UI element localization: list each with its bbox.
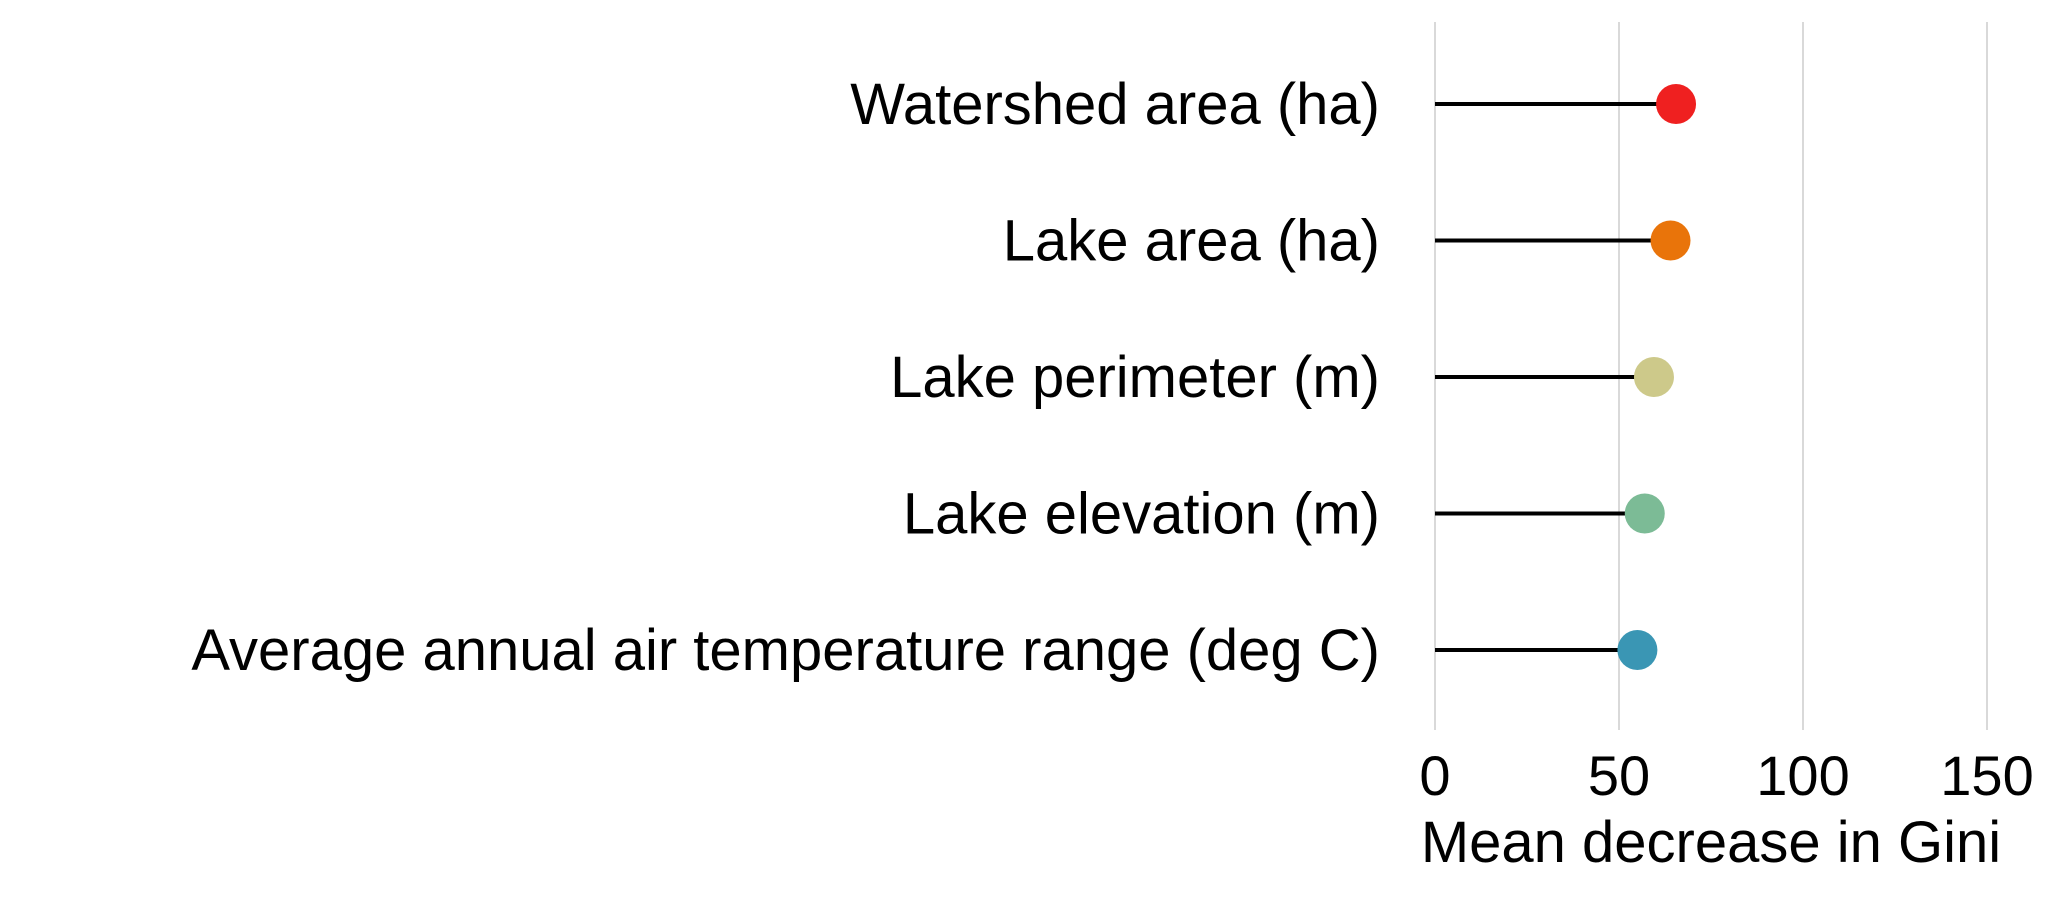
- data-point: [1617, 630, 1658, 670]
- data-point: [1650, 220, 1691, 261]
- category-label: Lake elevation (m): [903, 482, 1380, 547]
- x-tick-label: 100: [1756, 744, 1849, 807]
- data-point: [1656, 84, 1697, 124]
- points: [1617, 84, 1697, 670]
- category-label: Watershed area (ha): [850, 72, 1380, 137]
- category-label: Lake perimeter (m): [890, 345, 1380, 410]
- data-point: [1633, 357, 1674, 397]
- category-label: Average annual air temperature range (de…: [191, 618, 1380, 683]
- stems: [1435, 102, 1677, 652]
- x-tick-label: 150: [1940, 744, 2033, 807]
- x-tick-label: 50: [1588, 744, 1650, 807]
- category-label: Lake area (ha): [1003, 209, 1380, 274]
- x-tick-labels: 0 50 100 150: [1419, 744, 2033, 807]
- x-tick-label: 0: [1419, 744, 1450, 807]
- data-point: [1624, 493, 1665, 534]
- x-axis-title: Mean decrease in Gini: [1421, 810, 2001, 875]
- category-labels: Watershed area (ha) Lake area (ha) Lake pe…: [191, 72, 1380, 683]
